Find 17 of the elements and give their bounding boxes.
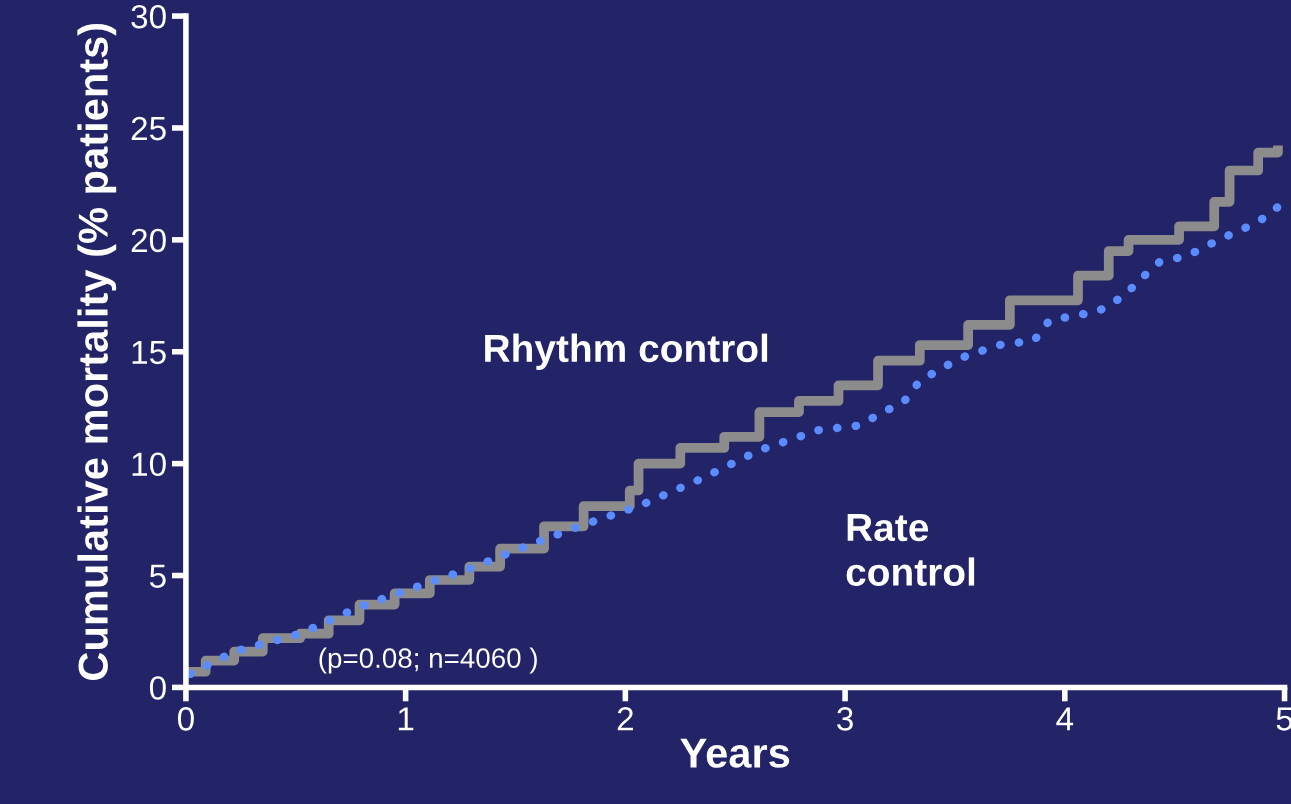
x-axis-title: Years bbox=[680, 738, 790, 768]
text: Rate control bbox=[846, 514, 975, 586]
y-tick-label: 20 bbox=[131, 228, 166, 253]
y-tick-label: 5 bbox=[149, 564, 166, 588]
x-tick-label: 2 bbox=[617, 707, 633, 731]
x-tick-label: 1 bbox=[398, 707, 414, 731]
x-tick-label: 0 bbox=[177, 707, 194, 731]
x-tick-label: 3 bbox=[837, 707, 853, 731]
y-tick-label: 0 bbox=[149, 676, 166, 700]
y-tick-label: 30 bbox=[131, 4, 166, 29]
y-axis-title: Cumulative mortality (% patients) bbox=[77, 23, 117, 680]
y-tick-label: 25 bbox=[131, 116, 166, 141]
annotation: (p=0.08; n=4060 ) bbox=[319, 647, 537, 674]
y-tick-label: 10 bbox=[132, 452, 166, 477]
series-label: Rhythm control bbox=[485, 333, 768, 370]
y-tick-label: 15 bbox=[132, 340, 166, 365]
x-tick-label: 4 bbox=[1056, 707, 1074, 731]
